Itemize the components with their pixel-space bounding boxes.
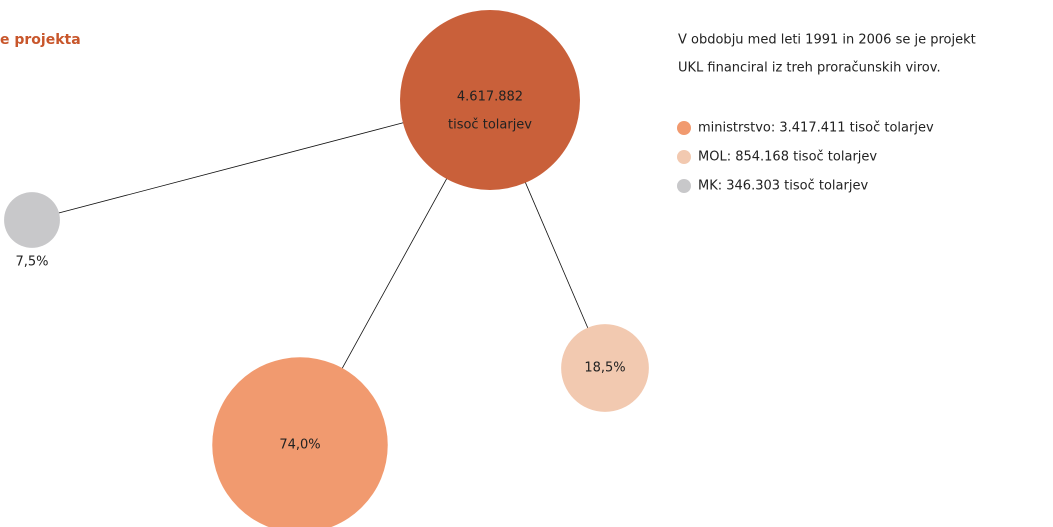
chart-title: e projekta: [0, 32, 81, 48]
value-label: 74,0%: [279, 438, 320, 453]
total-value: 4.617.882: [457, 90, 523, 105]
description: UKL financiral iz treh proračunskih viro…: [678, 61, 941, 76]
legend-marker: [677, 179, 691, 193]
bubble: [561, 324, 649, 412]
total-unit: tisoč tolarjev: [448, 118, 532, 133]
value-label: 18,5%: [584, 361, 625, 376]
value-label: 7,5%: [15, 254, 48, 269]
legend-label: MOL: 854.168 tisoč tolarjev: [698, 150, 877, 165]
bubble: [212, 357, 388, 527]
legend-marker: [677, 150, 691, 164]
legend-label: ministrstvo: 3.417.411 tisoč tolarjev: [698, 121, 934, 136]
description: V obdobju med leti 1991 in 2006 se je pr…: [678, 33, 976, 48]
legend-label: MK: 346.303 tisoč tolarjev: [698, 179, 868, 194]
legend-marker: [677, 121, 691, 135]
total-circle: [400, 10, 580, 190]
bubble: [4, 192, 60, 248]
